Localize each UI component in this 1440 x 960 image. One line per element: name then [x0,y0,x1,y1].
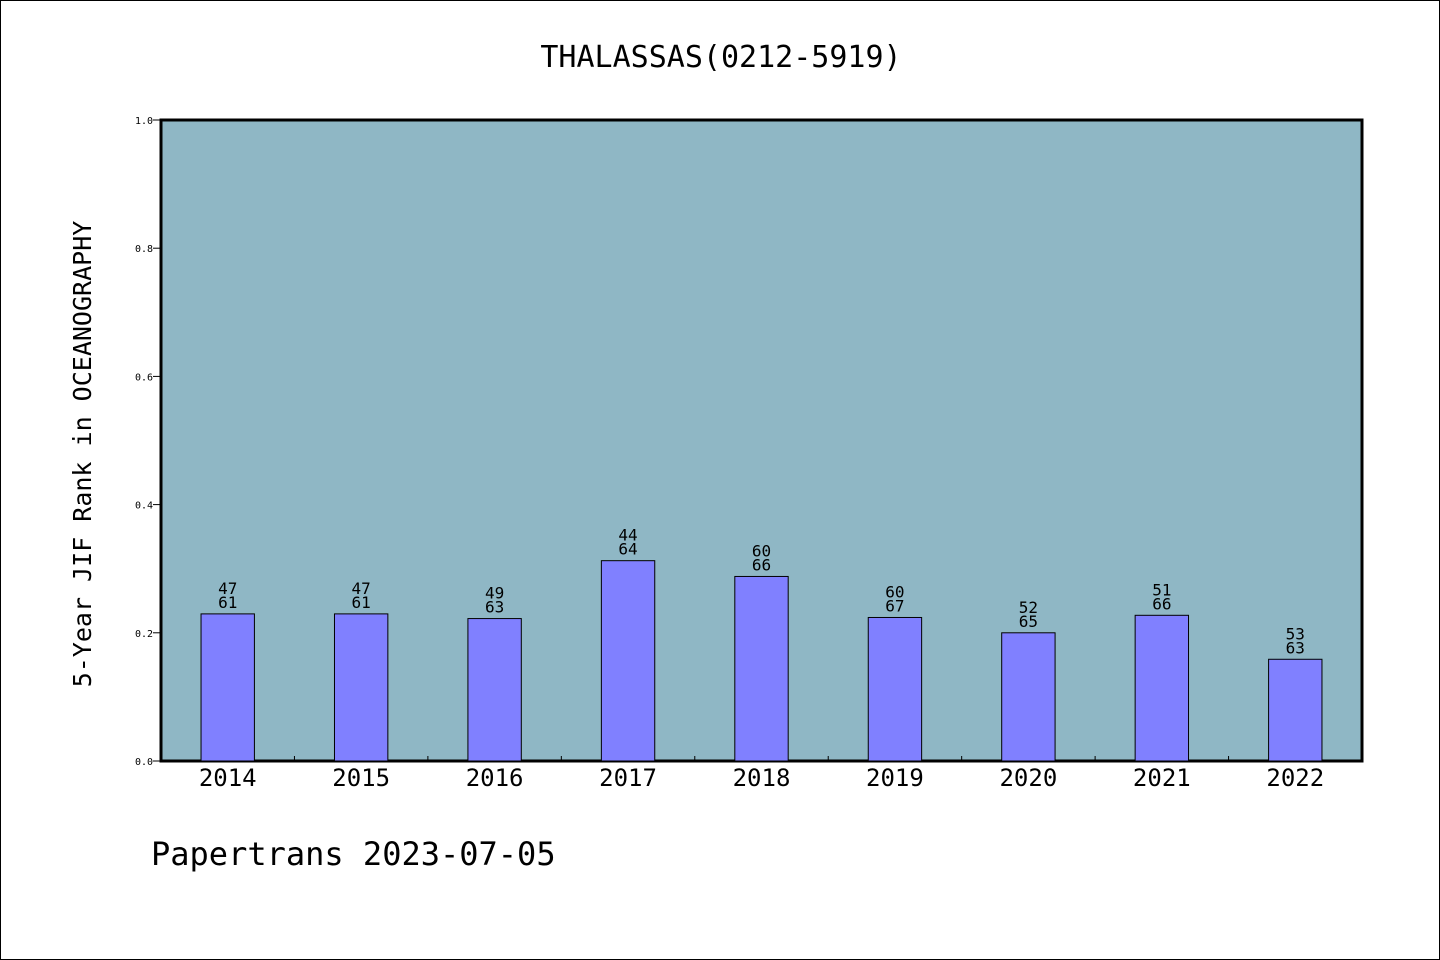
bar-rank-label: 51 [1152,580,1171,599]
x-tick-label: 2016 [466,764,524,792]
x-tick-label: 2015 [332,764,390,792]
bar-rank-label: 44 [618,526,637,545]
x-tick-label: 2020 [999,764,1057,792]
y-tick-label: 0.0 [135,757,153,768]
y-tick-label: 0.6 [135,372,153,383]
bar [600,560,656,762]
bar-total-label: 66 [752,555,771,574]
bar [1001,632,1056,762]
y-axis-label: 5-Year JIF Rank in OCEANOGRAPHY [68,221,97,688]
bar-rank-label: 60 [752,541,771,560]
x-tick-label: 2017 [599,764,657,792]
x-tick-label: 2014 [199,764,257,792]
bar [867,616,923,762]
y-tick-label: 1.0 [135,116,153,127]
bar-rank-label: 53 [1286,624,1305,643]
bar-total-label: 64 [618,540,637,559]
bar-rank-label: 47 [352,579,371,598]
y-tick-label: 0.8 [135,244,153,255]
bar [467,618,522,762]
bar-rank-label: 60 [885,582,904,601]
bar-total-label: 61 [218,593,237,612]
bar-rank-label: 52 [1019,598,1038,617]
x-tick-label: 2021 [1133,764,1191,792]
bar-total-label: 63 [1286,638,1305,657]
x-axis: 2014 2015 2016 2017 2018 2019 2020 2021 2022 [199,756,1324,792]
bar-total-label: 61 [352,593,371,612]
bar-rank-label: 49 [485,584,504,603]
bar [1268,658,1323,762]
bar-total-label: 65 [1019,612,1038,631]
chart-title: THALASSAS(0212-5919) [540,40,901,75]
bar-total-label: 66 [1152,594,1171,613]
bar-rank-label: 47 [218,579,237,598]
y-tick-label: 0.2 [135,629,153,640]
footer-text: Papertrans 2023-07-05 [151,835,556,873]
bar-total-label: 67 [885,596,904,615]
bar [1134,614,1190,762]
bar-total-label: 63 [485,598,504,617]
y-axis: 0.0 0.2 0.4 0.6 0.8 1.0 [135,116,161,768]
x-tick-label: 2022 [1266,764,1324,792]
bar [734,575,789,762]
bar [333,613,389,762]
x-tick-label: 2019 [866,764,924,792]
y-tick-label: 0.4 [135,501,153,512]
bar [200,613,255,762]
x-tick-label: 2018 [733,764,791,792]
